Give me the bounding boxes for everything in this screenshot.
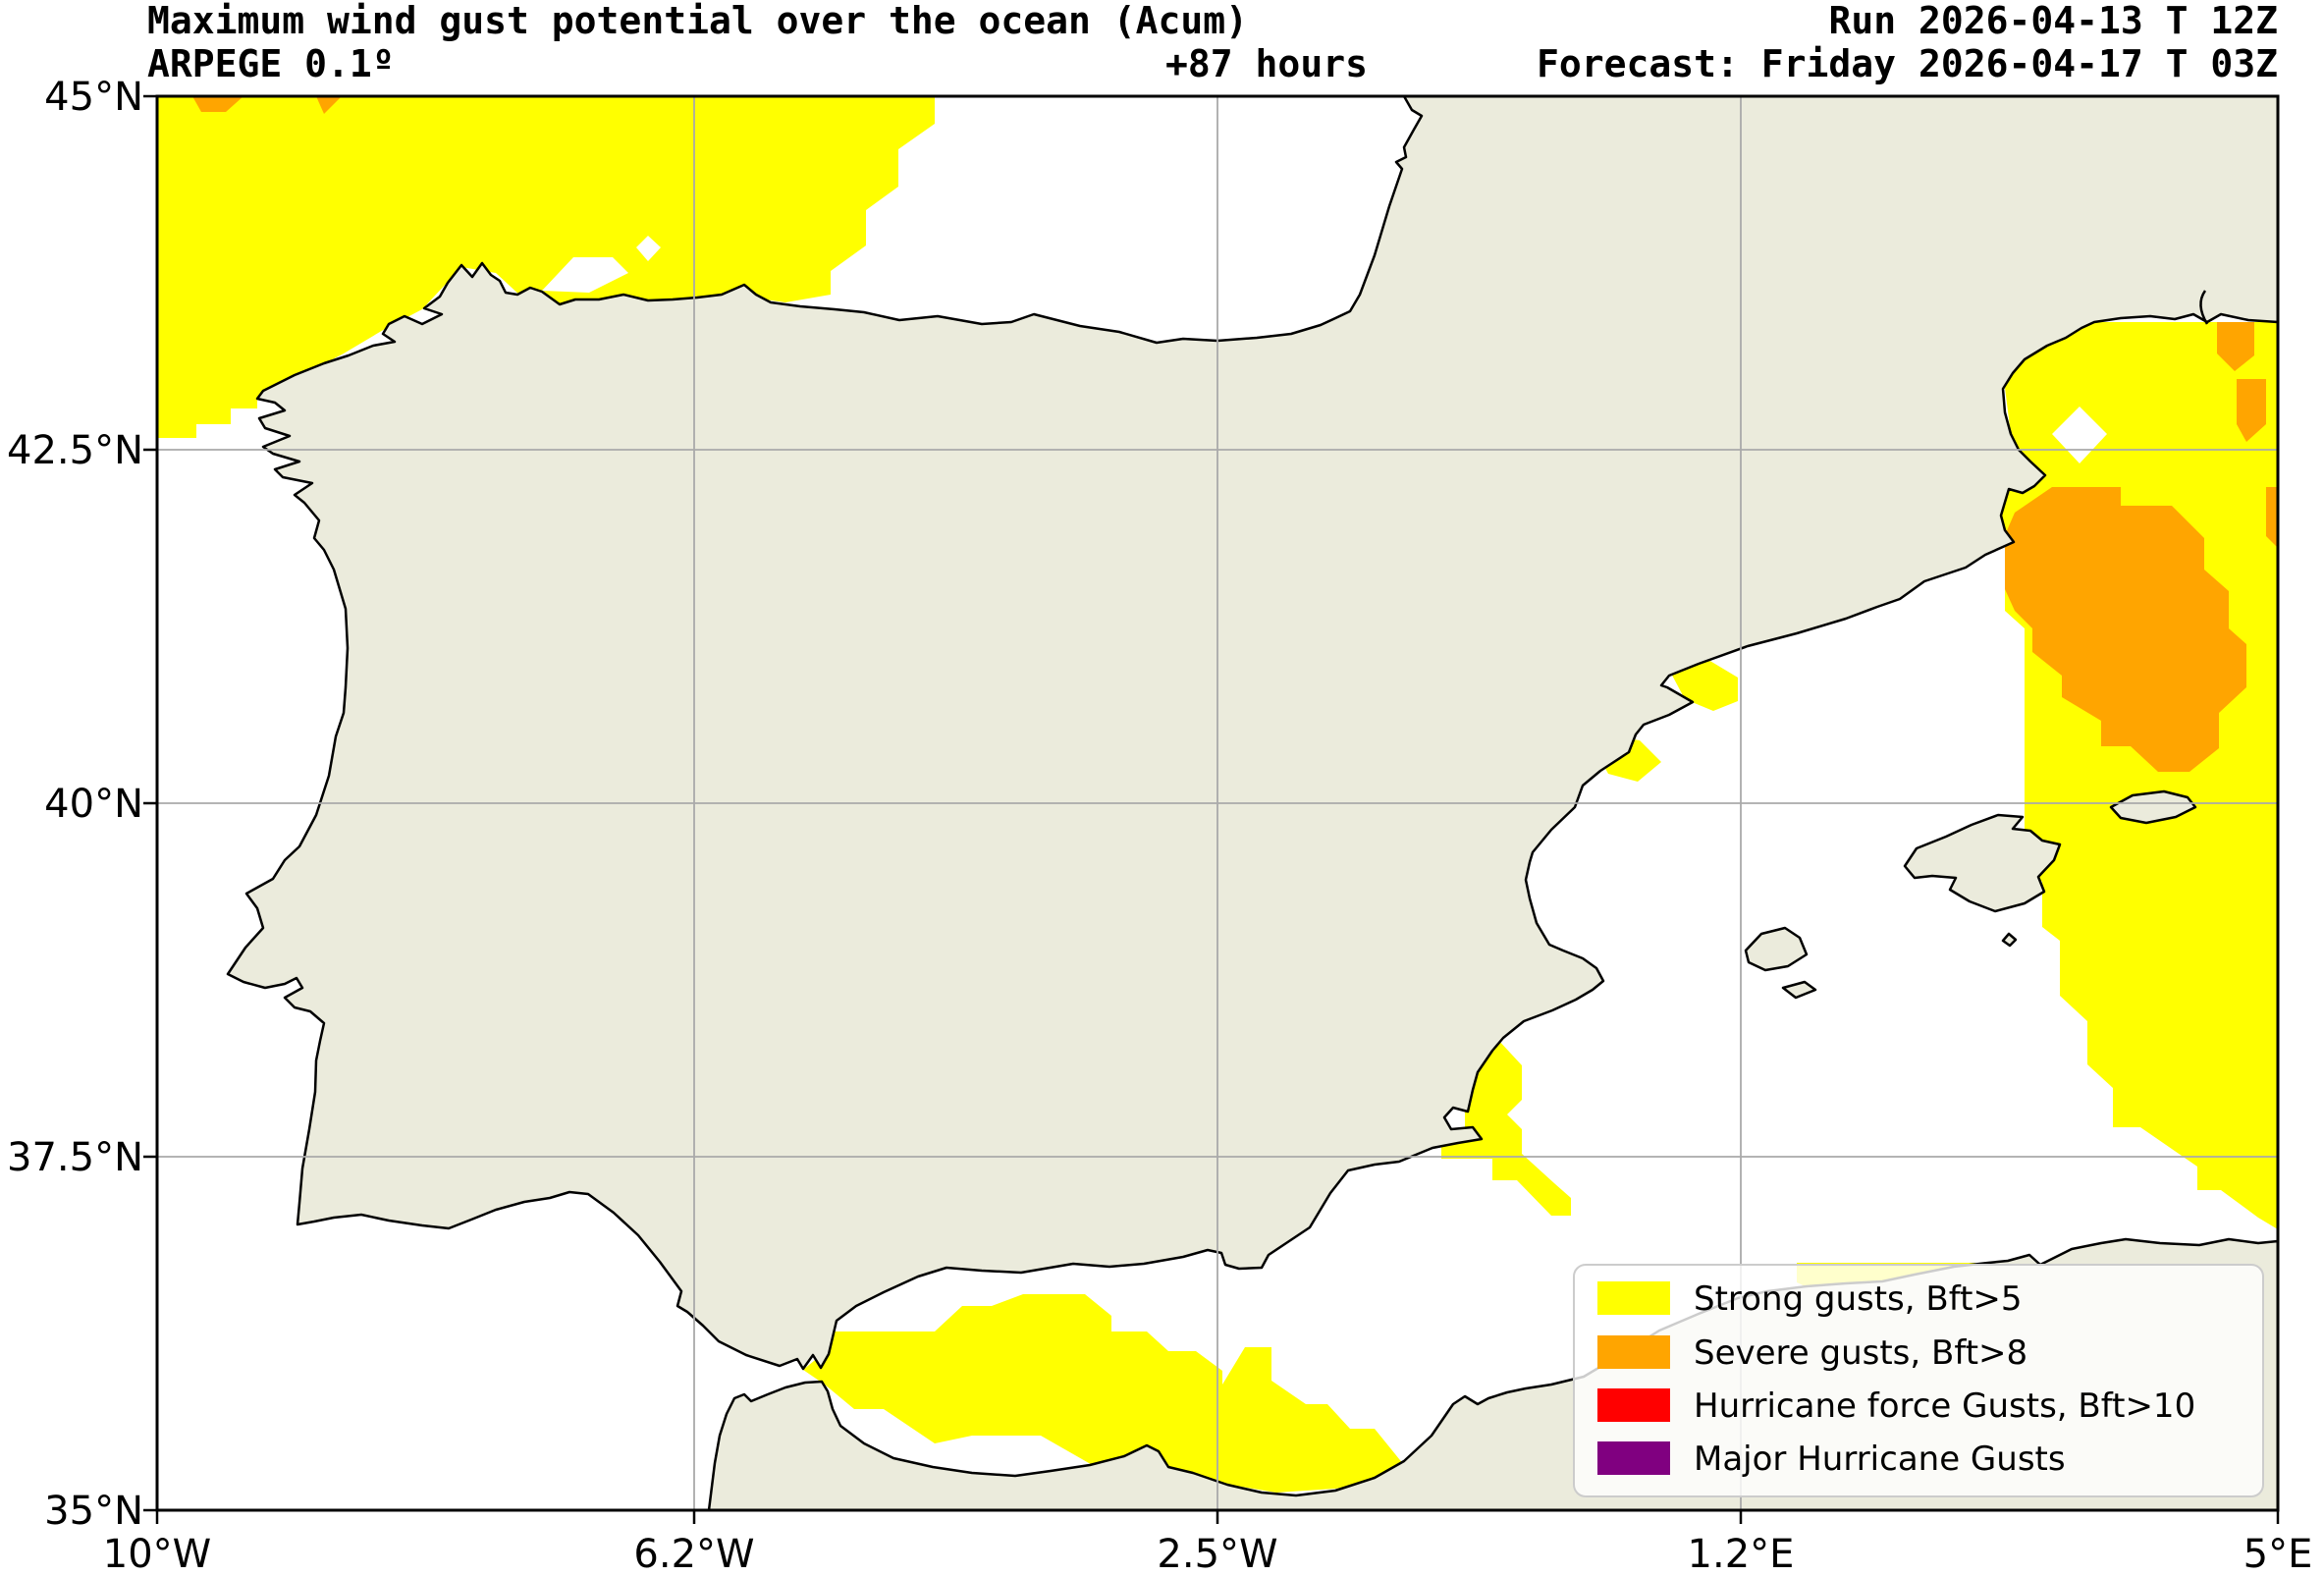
y-tick-label: 42.5°N [7, 428, 143, 473]
land-iberia-france [226, 96, 2278, 1371]
legend-swatch-major-hurricane [1597, 1441, 1670, 1475]
island-ibiza [1744, 926, 1809, 972]
legend-label-hurricane: Hurricane force Gusts, Bft>10 [1694, 1386, 2195, 1426]
gust-area-severe-biscay-1 [192, 96, 243, 112]
island-cabrera [2001, 932, 2018, 948]
y-tick-label: 35°N [44, 1489, 143, 1534]
legend-swatch-hurricane [1597, 1388, 1670, 1422]
y-tick-label: 45°N [44, 75, 143, 120]
run-label: Run 2026-04-13 T 12Z [1828, 0, 2278, 42]
gust-area-severe-camargue [2217, 322, 2254, 371]
gust-area-severe-edge-strip [2266, 487, 2278, 548]
calm-hole-roses [2052, 407, 2107, 463]
legend: Strong gusts, Bft>5 Severe gusts, Bft>8 … [1573, 1264, 2264, 1497]
x-tick-label: 2.5°W [1157, 1532, 1277, 1576]
legend-label-severe: Severe gusts, Bft>8 [1694, 1333, 2027, 1373]
y-tick-label: 37.5°N [7, 1135, 143, 1180]
x-axis-labels: 10°W 6.2°W 2.5°W 1.2°E 5°E [103, 1532, 2313, 1576]
gust-area-strong-alboran [803, 1294, 1404, 1493]
island-menorca [2109, 789, 2197, 825]
island-mallorca [1903, 813, 2062, 913]
y-tick-label: 40°N [44, 782, 143, 827]
legend-label-strong: Strong gusts, Bft>5 [1694, 1279, 2023, 1319]
rhone-river-line [2199, 290, 2209, 325]
forecast-label: Forecast: Friday 2026-04-17 T 03Z [1537, 42, 2278, 85]
x-tick-label: 10°W [103, 1532, 211, 1576]
gust-area-severe-catalonia-blob [2005, 487, 2246, 772]
calm-hole-biscay-diamond [636, 236, 661, 261]
gust-area-strong-biscay [157, 96, 935, 438]
gust-area-severe-lion-east [2237, 379, 2266, 442]
x-tick-label: 6.2°W [633, 1532, 754, 1576]
gust-area-severe-biscay-2 [316, 96, 342, 114]
model-label: ARPEGE 0.1º [147, 42, 395, 85]
calm-hole-biscay-wedge [542, 257, 628, 293]
x-tick-label: 5°E [2243, 1532, 2313, 1576]
x-axis-ticks [155, 1510, 2280, 1524]
legend-label-major-hurricane: Major Hurricane Gusts [1694, 1440, 2066, 1479]
lead-time-label: +87 hours [1165, 42, 1368, 85]
map-title: Maximum wind gust potential over the oce… [147, 0, 1248, 42]
island-formentera [1781, 980, 1817, 1000]
y-axis-labels: 45°N 42.5°N 40°N 37.5°N 35°N [7, 75, 143, 1534]
legend-swatch-severe [1597, 1335, 1670, 1369]
legend-swatch-strong [1597, 1281, 1670, 1315]
y-axis-ticks [143, 94, 157, 1512]
x-tick-label: 1.2°E [1688, 1532, 1795, 1576]
legend-box [1573, 1264, 2264, 1497]
